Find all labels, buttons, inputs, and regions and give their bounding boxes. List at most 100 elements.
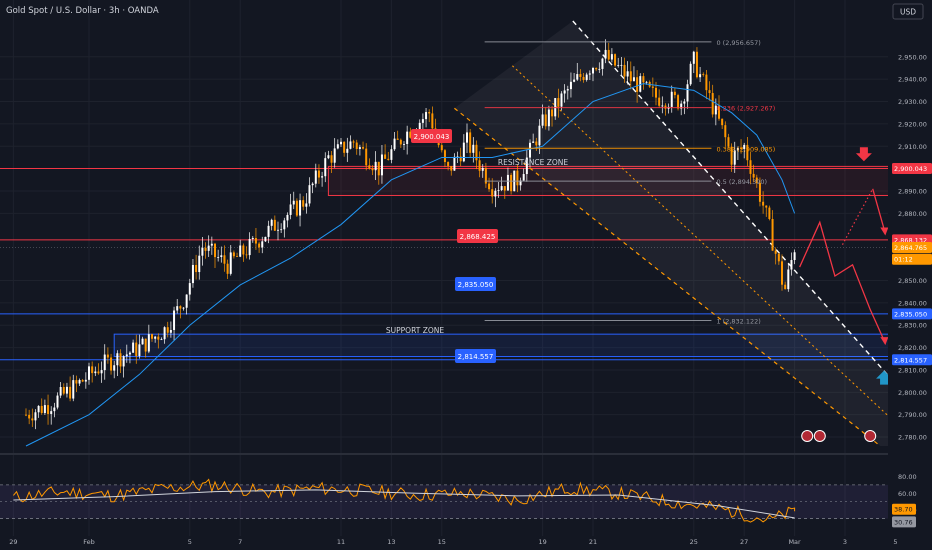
candle-body <box>651 86 654 88</box>
fib-label: 0.5 (2,894.390) <box>716 178 767 186</box>
candle-body <box>601 58 604 69</box>
candle-body <box>43 405 46 414</box>
candle-body <box>541 114 544 126</box>
candle-body <box>50 411 53 414</box>
price-label-support-upper: 2,835.050 <box>455 277 496 291</box>
price-axis-tag <box>892 241 932 253</box>
candle-body <box>617 65 620 67</box>
time-tick-label: 5 <box>893 538 897 546</box>
candle-body <box>604 49 607 59</box>
candle-body <box>481 167 484 171</box>
candle-body <box>207 245 210 251</box>
flag-icon-2 <box>864 430 877 442</box>
candle-body <box>393 138 396 150</box>
currency-button[interactable]: USD <box>892 3 924 20</box>
candle-body <box>626 71 629 77</box>
candle-body <box>141 338 144 345</box>
candle-body <box>103 354 106 371</box>
time-tick-label: Feb <box>83 538 95 546</box>
candle-body <box>755 177 758 183</box>
candle-body <box>302 200 305 207</box>
candle-body <box>488 183 491 190</box>
candle-body <box>705 74 708 91</box>
candle-body <box>53 407 56 412</box>
channel-fill <box>454 21 932 446</box>
candle-body <box>166 327 169 333</box>
candle-body <box>535 141 538 146</box>
candle-body <box>261 241 264 248</box>
candle-body <box>223 255 226 264</box>
candle-body <box>88 366 90 380</box>
price-tick-label: 2,880.00 <box>898 210 927 218</box>
time-tick-label: 15 <box>438 538 446 546</box>
time-tick-label: 19 <box>538 538 546 546</box>
candle-body <box>78 380 81 384</box>
price-tick-label: 2,820.00 <box>898 344 927 352</box>
candle-body <box>793 252 796 261</box>
candle-body <box>62 387 65 394</box>
candle-body <box>173 310 176 330</box>
fib-label: 1 (2,832.122) <box>716 317 760 325</box>
candle-body <box>355 142 358 149</box>
candle-body <box>752 173 755 178</box>
candle-body <box>69 386 72 399</box>
candle-body <box>182 307 185 309</box>
price-label-text: 2,868.425 <box>460 233 496 241</box>
candle-body <box>428 112 431 114</box>
candle-body <box>56 395 59 408</box>
candle-body <box>254 238 257 244</box>
candle-body <box>179 306 182 309</box>
candle-body <box>270 219 273 226</box>
candle-body <box>286 214 289 221</box>
candle-body <box>201 247 204 256</box>
rsi-line <box>13 478 796 523</box>
time-tick-label: 27 <box>740 538 748 546</box>
resistance-zone-label: RESISTANCE ZONE <box>498 158 568 167</box>
time-tick-label: Mar <box>788 538 801 546</box>
time-tick-label: 29 <box>9 538 17 546</box>
rsi-axis-tag <box>892 516 916 528</box>
price-label-text: 2,900.043 <box>414 133 450 141</box>
candle-body <box>289 204 292 215</box>
candle-body <box>403 144 405 145</box>
time-axis-background <box>0 536 888 550</box>
fibonacci-retracement[interactable]: 0 (2,956.657) 0.236 (2,927.267) 0.382 (2,9… <box>484 39 776 326</box>
candle-body <box>47 405 50 414</box>
candle-body <box>128 352 131 355</box>
candle-body <box>494 190 497 197</box>
candle-body <box>40 405 43 414</box>
candle-body <box>119 353 122 367</box>
candle-body <box>573 79 576 82</box>
candle-body <box>519 180 522 186</box>
candle-body <box>321 176 324 178</box>
price-axis-tag <box>892 163 932 175</box>
candle-body <box>245 254 248 256</box>
candle-body <box>421 119 424 123</box>
candle-body <box>456 156 459 158</box>
candle-body <box>475 144 478 161</box>
bearish-arrowhead <box>880 227 889 236</box>
candle-body <box>516 170 519 186</box>
candle-body <box>390 149 393 160</box>
rsi-tick-label: 80.00 <box>898 473 917 481</box>
candle-body <box>692 51 695 64</box>
candle-body <box>683 101 686 104</box>
candle-body <box>317 170 320 178</box>
price-axis-tag <box>892 308 932 320</box>
candle-body <box>632 77 635 82</box>
candle-body <box>239 245 242 257</box>
candle-body <box>349 141 352 149</box>
candle-body <box>639 76 642 92</box>
candle-body <box>736 148 739 151</box>
price-tick-label: 2,890.00 <box>898 188 927 196</box>
time-tick-label: 13 <box>387 538 395 546</box>
descending-channel[interactable] <box>454 20 932 447</box>
candle-body <box>34 412 37 421</box>
candle-body <box>592 68 594 74</box>
candle-body <box>781 261 783 285</box>
price-axis-tag <box>892 253 932 265</box>
candle-body <box>768 207 771 220</box>
candle-body <box>787 269 790 290</box>
time-tick-label: 5 <box>188 538 192 546</box>
